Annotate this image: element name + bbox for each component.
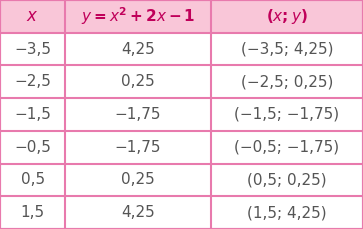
Bar — [0, 164, 363, 196]
Text: 4,25: 4,25 — [121, 42, 155, 57]
Text: 1,5: 1,5 — [21, 205, 45, 220]
Text: −1,75: −1,75 — [115, 140, 161, 155]
Text: (−3,5; 4,25): (−3,5; 4,25) — [241, 42, 333, 57]
Text: 0,5: 0,5 — [21, 172, 45, 187]
Text: −0,5: −0,5 — [14, 140, 51, 155]
Text: 4,25: 4,25 — [121, 205, 155, 220]
Text: (−2,5; 0,25): (−2,5; 0,25) — [241, 74, 333, 89]
Text: (1,5; 4,25): (1,5; 4,25) — [247, 205, 327, 220]
Bar — [0, 0, 363, 33]
Bar — [0, 131, 363, 164]
Text: 0,25: 0,25 — [121, 172, 155, 187]
Text: −1,5: −1,5 — [14, 107, 51, 122]
Text: $\mathbf{\mathit{x}}$: $\mathbf{\mathit{x}}$ — [26, 7, 39, 25]
Text: (0,5; 0,25): (0,5; 0,25) — [247, 172, 327, 187]
Text: 0,25: 0,25 — [121, 74, 155, 89]
Text: (−1,5; −1,75): (−1,5; −1,75) — [234, 107, 339, 122]
Bar — [0, 196, 363, 229]
Text: $\mathbf{(\mathit{x}; \mathit{y})}$: $\mathbf{(\mathit{x}; \mathit{y})}$ — [266, 7, 307, 26]
Bar — [0, 33, 363, 65]
Text: −1,75: −1,75 — [115, 107, 161, 122]
Bar — [0, 65, 363, 98]
Text: (−0,5; −1,75): (−0,5; −1,75) — [234, 140, 339, 155]
Text: −3,5: −3,5 — [14, 42, 51, 57]
Text: $\mathbf{\mathit{y} = \mathit{x}^2 + 2\mathit{x} - 1}$: $\mathbf{\mathit{y} = \mathit{x}^2 + 2\m… — [81, 5, 195, 27]
Bar — [0, 98, 363, 131]
Text: −2,5: −2,5 — [14, 74, 51, 89]
